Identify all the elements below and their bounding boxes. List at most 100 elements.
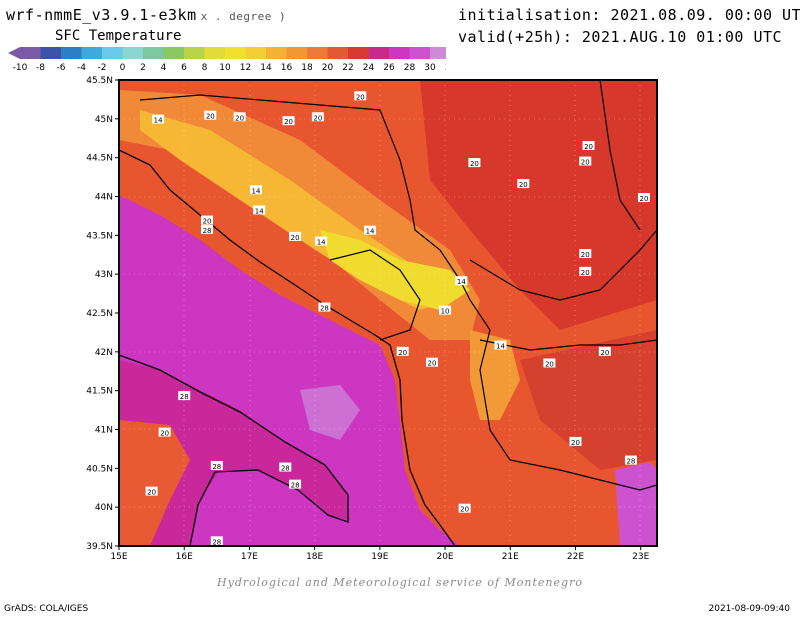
colorbar-label: 8 <box>202 63 208 73</box>
contour-label-text: 28 <box>320 305 329 313</box>
lat-label: 39.5N <box>86 542 113 552</box>
contour-label-box <box>289 479 302 489</box>
colorbar-swatch <box>348 47 369 59</box>
contour-label-box <box>579 266 592 276</box>
contour-label-text: 20 <box>356 93 365 101</box>
contour-label-box <box>354 91 367 101</box>
contour-label-text: 28 <box>291 482 300 490</box>
lat-label: 44.5N <box>86 154 113 164</box>
contour-label-box <box>439 305 452 315</box>
lon-label: 17E <box>241 552 258 562</box>
contour-label-text: 14 <box>496 343 505 351</box>
model-name: wrf-nmmE_v3.9.1-e3km <box>6 6 197 24</box>
contour-label-box <box>201 215 214 225</box>
lat-label: 42.5N <box>86 309 113 319</box>
colorbar-label: 16 <box>281 63 293 73</box>
contour-label-text: 28 <box>212 538 221 546</box>
longitude-axis: 15E 16E 17E 18E 19E 20E 21E 22E 23E <box>110 546 650 562</box>
contour-label-text: 28 <box>180 393 189 401</box>
italy-land <box>119 360 350 546</box>
contour-label-text: 28 <box>203 227 212 235</box>
contour-label-box <box>279 462 292 472</box>
contour-label-box <box>210 461 223 471</box>
colorbar-label: -8 <box>36 63 45 73</box>
contour-label-text: 20 <box>291 234 300 242</box>
sea-patch <box>300 385 360 440</box>
contour-label-box <box>426 357 439 367</box>
lat-label: 40.5N <box>86 464 113 474</box>
coastline-east <box>119 149 456 546</box>
contour-label-text: 20 <box>639 195 648 203</box>
colorbar-swatch <box>204 47 225 59</box>
contour-label-box <box>145 486 158 496</box>
colorbar-swatch <box>61 47 82 59</box>
contour-label-box <box>318 302 331 312</box>
contour-label: 20 <box>569 436 582 447</box>
lon-label: 19E <box>371 552 388 562</box>
lat-label: 42N <box>95 348 113 358</box>
contour-label: 20 <box>543 358 556 368</box>
lat-label: 44N <box>95 193 113 203</box>
colorbar-swatch <box>122 47 143 59</box>
contour-label: 20 <box>145 486 158 497</box>
contour-label-text: 20 <box>235 114 244 122</box>
border-serbia <box>469 229 657 301</box>
colorbar-label: 6 <box>181 63 187 73</box>
colorbar-swatch <box>143 47 164 59</box>
contour-label: 14 <box>494 340 507 351</box>
contour-label: 20 <box>637 193 650 203</box>
italy-interior <box>119 420 190 546</box>
contour-label-text: 20 <box>545 360 554 368</box>
colorbar-swatch <box>225 47 246 59</box>
contour-label-box <box>579 156 592 166</box>
contour-label-box <box>396 346 409 356</box>
colorbar-label: 18 <box>301 63 313 73</box>
lat-label: 41N <box>95 426 113 436</box>
contour-label-text: 20 <box>147 489 156 497</box>
contour-label-text: 28 <box>212 463 221 471</box>
contour-label-text: 20 <box>284 118 293 126</box>
lat-label: 45N <box>95 115 113 125</box>
contour-label: 20 <box>289 231 302 242</box>
contour-label: 28 <box>279 462 292 473</box>
contour-label-text: 28 <box>281 465 290 473</box>
contour-label-text: 20 <box>519 181 528 189</box>
lon-label: 22E <box>567 552 584 562</box>
colorbar-arrow-low <box>8 47 20 59</box>
contour-label: 28 <box>318 302 331 313</box>
border-macedonia <box>479 339 657 351</box>
lon-label: 16E <box>176 552 193 562</box>
contour-label-box <box>158 427 171 437</box>
contour-label: 28 <box>624 455 637 466</box>
contour-label-box <box>455 276 468 286</box>
contour-label-box <box>364 225 377 235</box>
colorbar-label: 10 <box>219 63 231 73</box>
contour-label-box <box>624 455 637 465</box>
colorbar-label: 26 <box>383 63 395 73</box>
contour-label: 14 <box>455 276 468 286</box>
contour-label: 20 <box>517 179 530 189</box>
contour-label-box <box>543 358 556 368</box>
temperature-colorbar: -10-8-6-4-202468101214161820222426283032 <box>8 47 446 73</box>
contour-label: 20 <box>468 158 481 168</box>
contour-label: 20 <box>579 248 592 259</box>
lon-label: 21E <box>502 552 519 562</box>
colorbar-label: 32 <box>445 63 446 73</box>
aegean-sea <box>615 462 657 546</box>
contour-label: 20 <box>396 346 409 357</box>
colorbar-swatch <box>430 47 446 59</box>
colorbar-label: 30 <box>424 63 436 73</box>
colorbar-label: -6 <box>57 63 66 73</box>
contour-label: 20 <box>311 112 324 122</box>
contour-label-text: 14 <box>251 187 260 195</box>
contour-label-box <box>468 158 481 168</box>
contour-label: 20 <box>582 141 595 151</box>
contour-label-box <box>210 536 223 546</box>
contour-label-box <box>249 185 262 195</box>
contour-label-text: 20 <box>581 159 590 167</box>
contour-label: 14 <box>253 205 266 215</box>
contour-label-text: 20 <box>584 143 593 151</box>
colorbar-swatch <box>245 47 266 59</box>
colorbar-swatch <box>266 47 287 59</box>
